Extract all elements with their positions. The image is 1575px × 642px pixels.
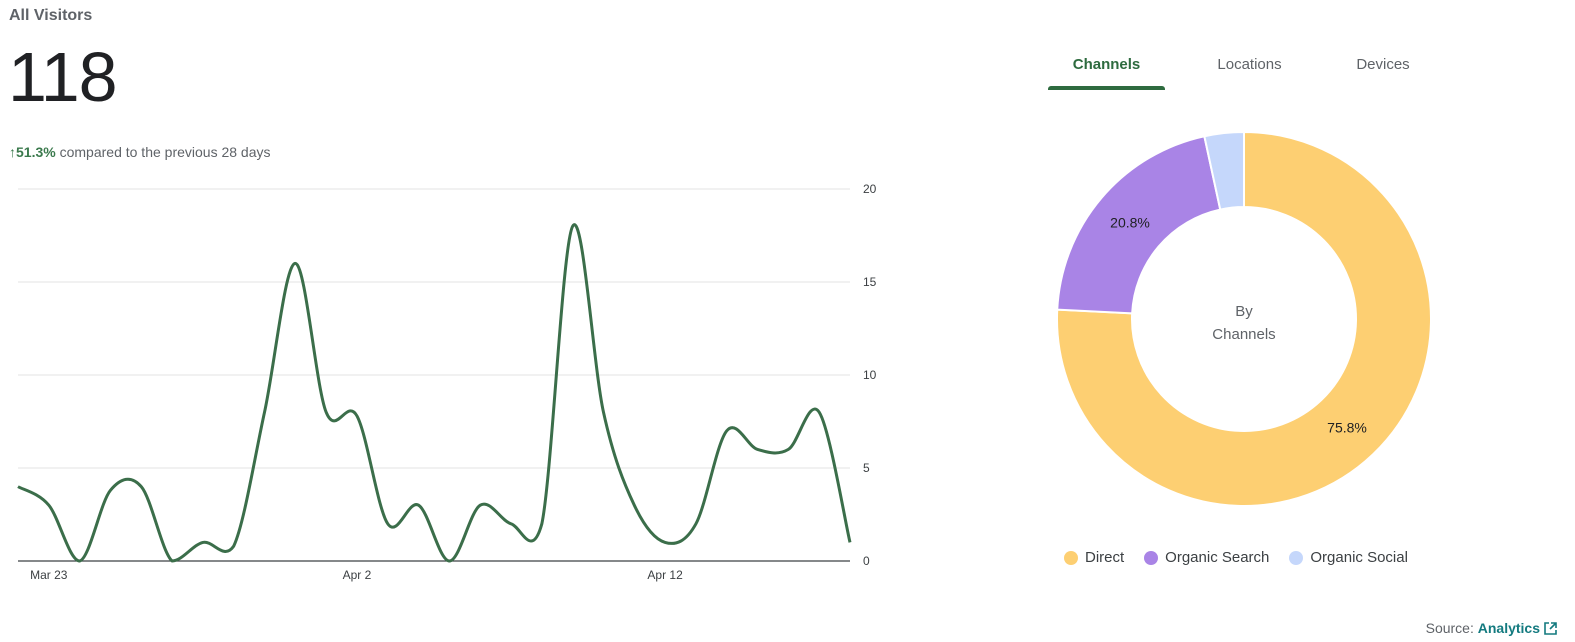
data-point[interactable] xyxy=(782,443,794,455)
slice-data-label: 75.8% xyxy=(1327,419,1367,435)
tab-channels[interactable]: Channels xyxy=(1048,52,1165,90)
data-point[interactable] xyxy=(320,406,332,418)
donut-slice-direct[interactable] xyxy=(1056,130,1432,507)
data-point[interactable] xyxy=(12,481,24,493)
x-tick-label: Apr 2 xyxy=(343,568,372,582)
arrow-up-icon: ↑ xyxy=(9,144,16,160)
data-point[interactable] xyxy=(721,425,733,437)
legend-swatch xyxy=(1144,550,1159,565)
tab-label: Channels xyxy=(1072,56,1141,73)
data-point[interactable] xyxy=(289,257,301,269)
slice-data-label: 20.8% xyxy=(1110,214,1150,230)
data-point[interactable] xyxy=(413,499,425,511)
data-point[interactable] xyxy=(443,555,455,567)
data-point[interactable] xyxy=(536,518,548,530)
source-attribution: Source: Analytics xyxy=(1426,620,1557,636)
comparison-text: ↑51.3% compared to the previous 28 days xyxy=(9,144,271,160)
data-point[interactable] xyxy=(844,536,856,548)
widget-title: All Visitors xyxy=(9,7,93,24)
data-point[interactable] xyxy=(197,536,209,548)
x-tick-label: Mar 23 xyxy=(30,568,68,582)
legend-label: Direct xyxy=(1085,549,1125,566)
data-point[interactable] xyxy=(752,443,764,455)
data-point[interactable] xyxy=(382,518,394,530)
change-description: compared to the previous 28 days xyxy=(59,144,271,160)
donut-slice-organic-social[interactable] xyxy=(1203,130,1245,211)
tab-label: Devices xyxy=(1356,56,1410,73)
data-point[interactable] xyxy=(74,555,86,567)
data-point[interactable] xyxy=(813,406,825,418)
y-tick-label: 20 xyxy=(863,182,877,196)
data-point[interactable] xyxy=(351,410,363,422)
donut-center-label: Channels xyxy=(1212,326,1275,343)
y-tick-label: 0 xyxy=(863,554,870,568)
data-point[interactable] xyxy=(43,499,55,511)
y-tick-label: 15 xyxy=(863,275,877,289)
breakdown-tabs: Channels Locations Devices xyxy=(1048,52,1468,92)
data-point[interactable] xyxy=(690,518,702,530)
data-point[interactable] xyxy=(628,499,640,511)
data-point[interactable] xyxy=(659,536,671,548)
x-tick-label: Apr 12 xyxy=(647,568,683,582)
channels-donut-chart: 75.8% 20.8% By Channels xyxy=(1056,130,1432,507)
visitors-series-line xyxy=(17,223,852,563)
data-point[interactable] xyxy=(259,406,271,418)
data-point[interactable] xyxy=(474,499,486,511)
donut-slice-organic-search[interactable] xyxy=(1056,135,1222,315)
external-link-icon xyxy=(1544,622,1557,635)
legend-item-direct[interactable]: Direct xyxy=(1064,549,1124,566)
data-point[interactable] xyxy=(166,555,178,567)
legend-item-organic-search[interactable]: Organic Search xyxy=(1144,549,1269,566)
legend-item-organic-social[interactable]: Organic Social xyxy=(1289,549,1408,566)
active-tab-indicator xyxy=(1048,86,1165,90)
tab-locations[interactable]: Locations xyxy=(1198,52,1301,90)
y-tick-label: 10 xyxy=(863,368,877,382)
visitors-line-chart: 0 5 10 15 20 Mar 23 Apr 2 Apr 12 xyxy=(12,182,877,582)
source-prefix: Source: xyxy=(1425,620,1474,636)
y-tick-label: 5 xyxy=(863,461,870,475)
donut-center-label: By xyxy=(1235,303,1253,320)
data-point[interactable] xyxy=(104,484,116,496)
analytics-link[interactable]: Analytics xyxy=(1478,620,1557,636)
visitor-total: 118 xyxy=(8,38,118,116)
tab-devices[interactable]: Devices xyxy=(1338,52,1428,90)
data-point[interactable] xyxy=(228,540,240,552)
legend-swatch xyxy=(1289,550,1304,565)
legend-swatch xyxy=(1064,550,1078,565)
data-point[interactable] xyxy=(135,481,147,493)
legend-label: Organic Search xyxy=(1165,549,1270,566)
change-percent: 51.3% xyxy=(16,144,56,160)
donut-legend: Direct Organic Search Organic Social xyxy=(1064,549,1408,566)
data-point[interactable] xyxy=(567,220,579,232)
analytics-link-label: Analytics xyxy=(1477,620,1540,636)
data-point[interactable] xyxy=(597,406,609,418)
data-point[interactable] xyxy=(505,518,517,530)
tab-label: Locations xyxy=(1217,56,1282,73)
legend-label: Organic Social xyxy=(1310,549,1408,566)
